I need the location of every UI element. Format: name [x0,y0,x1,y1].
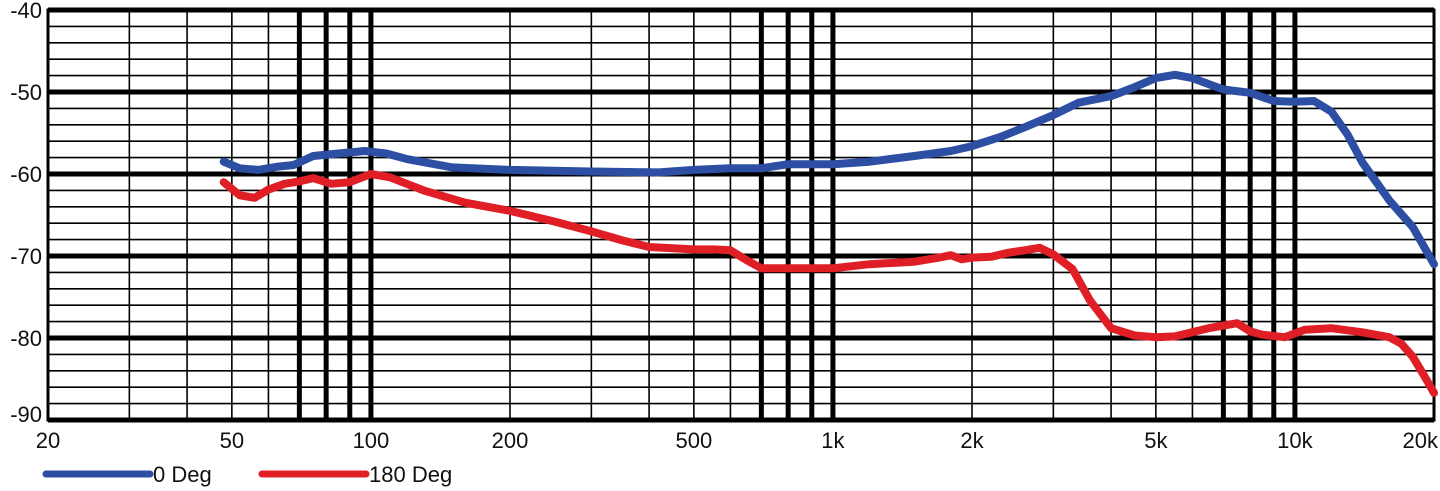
series-line-red [219,170,1438,397]
major-grid [46,7,1436,423]
y-tick-label: -60 [10,162,42,187]
x-tick-label: 100 [353,428,390,453]
y-tick-label: -50 [10,80,42,105]
x-tick-label: 20k [1403,428,1439,453]
y-tick-label: -90 [10,402,42,427]
legend-label: 180 Deg [369,462,452,487]
y-tick-label: -70 [10,244,42,269]
y-axis-tick-labels: -40 -50 -60 -70 -80 -90 [10,0,42,427]
y-tick-label: -40 [10,0,42,23]
x-tick-label: 2k [960,428,984,453]
x-tick-label: 1k [821,428,845,453]
x-tick-label: 5k [1144,428,1168,453]
x-tick-label: 200 [492,428,529,453]
minor-grid [47,10,1435,420]
x-tick-label: 20 [36,428,60,453]
y-tick-label: -80 [10,326,42,351]
series-layer [219,70,1438,397]
series-line-blue [219,70,1438,269]
x-tick-label: 50 [220,428,244,453]
legend: 0 Deg 180 Deg [42,462,452,487]
plot-frame [46,8,1436,422]
x-tick-label: 500 [675,428,712,453]
x-axis-tick-labels: 20 50 100 200 500 1k 2k 5k 10k 20k [36,428,1439,453]
x-tick-label: 10k [1277,428,1313,453]
legend-label: 0 Deg [153,462,212,487]
